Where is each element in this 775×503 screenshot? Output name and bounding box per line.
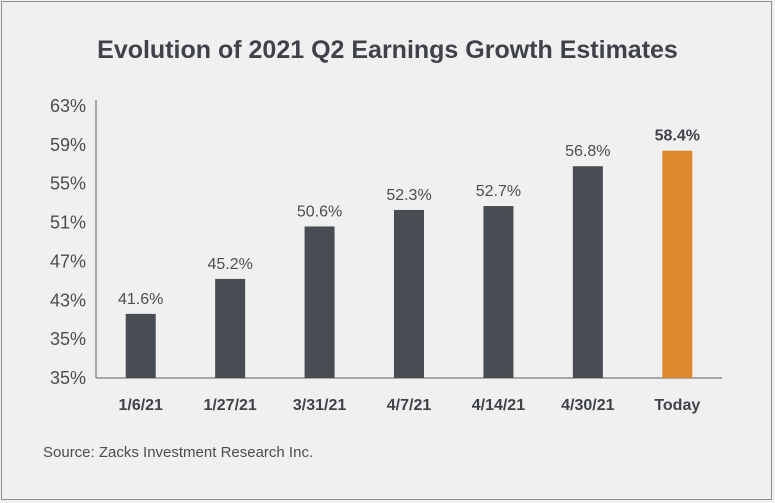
data-label: 58.4%: [655, 128, 700, 145]
data-label: 52.3%: [386, 187, 431, 204]
x-tick-label: 1/27/21: [203, 397, 256, 414]
y-tick-label: 47%: [50, 251, 86, 271]
x-tick-label: 3/31/21: [293, 397, 346, 414]
x-axis-ticks: 1/6/21 1/27/21 3/31/21 4/7/21 4/14/21 4/30/21…: [118, 397, 700, 414]
y-tick-label: 35%: [50, 329, 86, 349]
x-tick-label: 4/14/21: [472, 397, 525, 414]
y-tick-label: 59%: [50, 135, 86, 155]
chart-title: Evolution of 2021 Q2 Earnings Growth Est…: [97, 36, 678, 64]
y-tick-label: 51%: [50, 213, 86, 233]
data-label: 41.6%: [118, 291, 163, 308]
y-axis-ticks: 63% 59% 55% 51% 47% 43% 35% 35%: [50, 96, 86, 388]
data-label: 56.8%: [565, 143, 610, 160]
data-labels: 41.6% 45.2% 50.6% 52.3% 52.7% 56.8% 58.4%: [118, 128, 700, 308]
bar-highlight: [662, 150, 693, 378]
source-note: Source: Zacks Investment Research Inc.: [43, 444, 314, 461]
y-tick-label: 63%: [50, 96, 86, 116]
x-tick-label: 1/6/21: [118, 397, 163, 414]
y-tick-label: 43%: [50, 290, 86, 310]
bar: [304, 226, 335, 378]
y-tick-label: 35%: [50, 368, 86, 388]
data-label: 45.2%: [207, 256, 252, 273]
x-tick-label: 4/30/21: [561, 397, 614, 414]
data-label: 50.6%: [297, 203, 342, 220]
x-tick-label: 4/7/21: [387, 397, 432, 414]
x-tick-label: Today: [654, 397, 700, 414]
bar: [483, 206, 514, 378]
bar: [572, 166, 603, 378]
bar: [125, 313, 156, 378]
bar: [215, 278, 246, 378]
bars: [125, 150, 693, 378]
y-tick-label: 55%: [50, 174, 86, 194]
data-label: 52.7%: [476, 183, 521, 200]
bar: [394, 209, 424, 378]
